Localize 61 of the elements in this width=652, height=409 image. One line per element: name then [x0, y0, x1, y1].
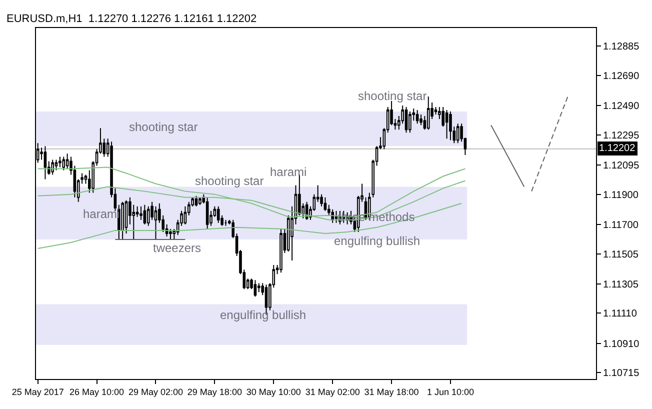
candlestick — [449, 111, 452, 141]
candlestick — [184, 206, 187, 225]
candlestick — [198, 196, 202, 206]
x-tick-label: 1 Jun 10:00 — [426, 386, 474, 397]
candlestick — [62, 156, 66, 171]
x-tick-label: 31 May 02:00 — [305, 386, 360, 397]
candlestick — [224, 219, 228, 226]
candlestick — [117, 204, 120, 240]
candlestick — [169, 228, 172, 240]
annotation: tweezers — [153, 241, 202, 255]
candlestick — [143, 204, 146, 225]
x-tick-label: 25 May 2017 — [12, 386, 64, 397]
candlestick — [154, 206, 158, 240]
candlestick — [140, 206, 142, 220]
candlestick — [408, 111, 412, 134]
y-tick-label: 1.11505 — [603, 249, 639, 260]
candlestick — [324, 196, 327, 212]
annotation: harami — [270, 165, 307, 179]
annotation: engulfing bullish — [220, 308, 306, 322]
candlestick — [420, 114, 422, 126]
x-tick-label: 29 May 02:00 — [128, 386, 184, 397]
annotation: shooting star — [129, 120, 198, 134]
annotation: engulfing bullish — [334, 234, 420, 248]
annotation: shooting star — [358, 89, 427, 103]
x-tick-label: 29 May 18:00 — [187, 386, 242, 397]
candlestick — [404, 106, 408, 134]
y-tick-label: 1.10715 — [603, 368, 640, 380]
y-tick-label: 1.11305 — [603, 279, 639, 290]
y-tick-label: 1.12295 — [603, 130, 640, 142]
y-tick-label: 1.10910 — [603, 338, 640, 350]
candlestick — [426, 96, 430, 130]
y-tick-label: 1.12490 — [603, 101, 640, 112]
chart-title: EURUSD.m,H1 1.12270 1.12276 1.12161 1.12202 — [6, 13, 257, 26]
x-tick-label: 30 May 10:00 — [246, 386, 301, 397]
x-tick-label: 26 May 10:00 — [70, 386, 124, 397]
candlestick — [194, 195, 198, 207]
candlestick — [257, 282, 260, 293]
y-tick-label: 1.11900 — [603, 190, 639, 201]
candlestick — [434, 106, 438, 116]
candlestick — [445, 110, 448, 140]
annotation: shooting star — [195, 174, 264, 188]
candlestick — [216, 206, 220, 224]
y-tick-label: 1.12095 — [603, 160, 640, 172]
candlestick — [44, 146, 47, 180]
y-tick-label: 1.11110 — [603, 308, 638, 320]
candlestick — [51, 159, 54, 176]
candlestick — [456, 123, 460, 144]
ref-line-label: 1.12202 — [599, 143, 636, 154]
y-tick-label: 1.12690 — [603, 70, 640, 82]
candlestick — [280, 228, 282, 274]
y-tick-label: 1.12885 — [603, 42, 640, 53]
candlestick — [146, 206, 150, 226]
candlestick — [58, 156, 62, 168]
candlestick — [206, 196, 209, 230]
candlestick — [416, 110, 419, 124]
y-tick-label: 1.11700 — [603, 220, 639, 231]
candlestick — [54, 159, 58, 171]
x-tick-label: 31 May 18:00 — [364, 386, 419, 397]
candlestick — [121, 201, 124, 240]
candlestick — [334, 210, 338, 224]
candlestick — [254, 280, 257, 298]
